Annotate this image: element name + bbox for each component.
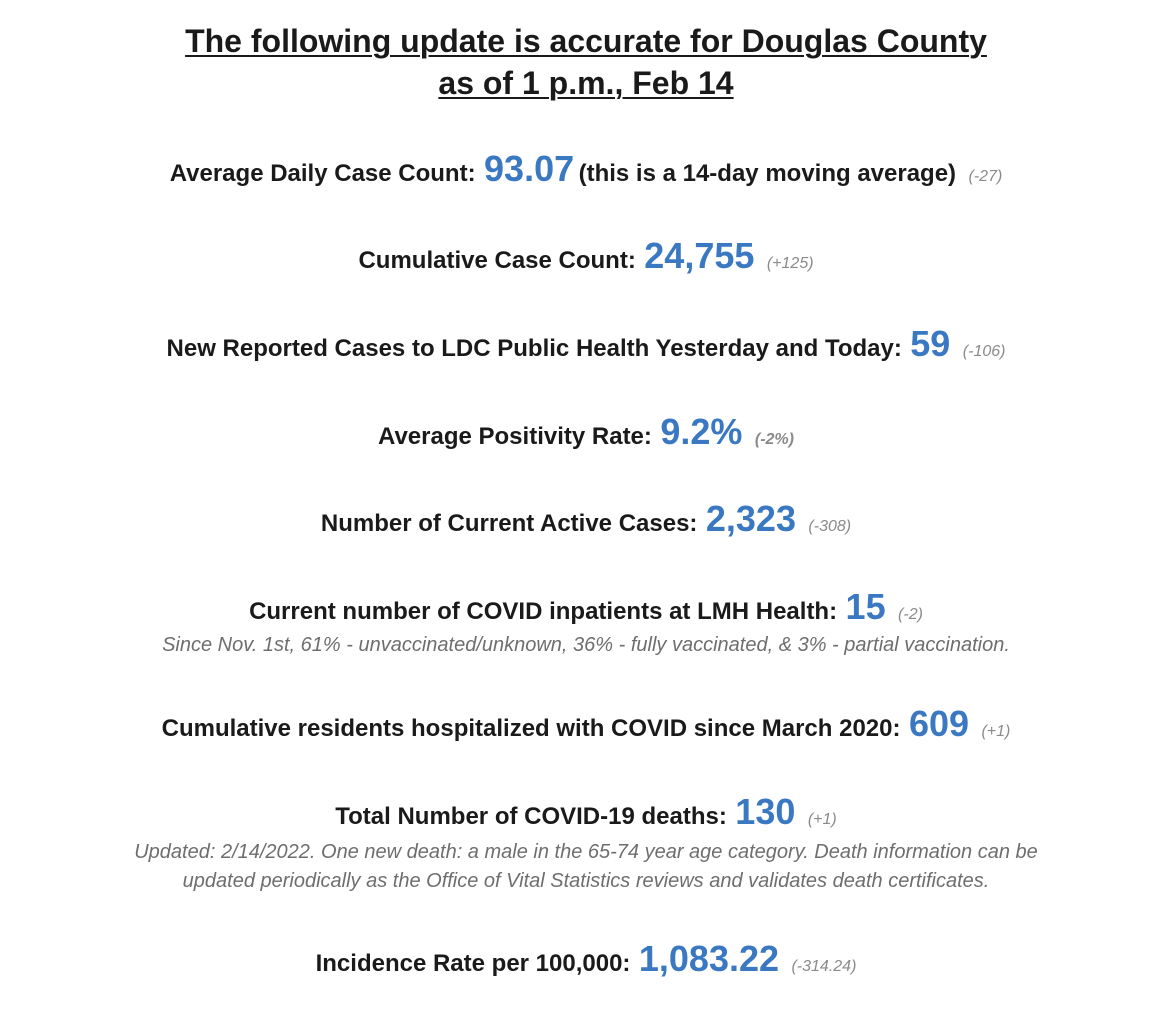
stat-new-reported-cases: New Reported Cases to LDC Public Health … <box>0 323 1172 365</box>
stat-label: Cumulative residents hospitalized with C… <box>161 715 901 742</box>
deaths-note: Updated: 2/14/2022. One new death: a mal… <box>0 838 1172 896</box>
stat-suffix: (this is a 14-day moving average) <box>578 160 957 187</box>
stat-value: 130 <box>735 791 796 832</box>
stat-change: (-2) <box>898 606 923 623</box>
stat-change: (-2%) <box>754 431 794 448</box>
stat-label: Current number of COVID inpatients at LM… <box>249 598 838 625</box>
stat-value: 609 <box>908 703 970 744</box>
stat-change: (+1) <box>981 723 1011 740</box>
stat-average-positivity-rate: Average Positivity Rate: 9.2% (-2%) <box>0 411 1172 453</box>
page-title: The following update is accurate for Dou… <box>0 20 1172 104</box>
stat-change: (-27) <box>968 168 1003 185</box>
stat-value: 1,083.22 <box>638 938 780 979</box>
stat-value: 24,755 <box>644 235 755 276</box>
stat-cumulative-hospitalized: Cumulative residents hospitalized with C… <box>0 703 1172 745</box>
inpatients-note: Since Nov. 1st, 61% - unvaccinated/unkno… <box>162 634 1010 656</box>
stat-change: (+1) <box>807 811 837 828</box>
stat-label: Number of Current Active Cases: <box>320 510 698 537</box>
stat-change: (-106) <box>962 343 1006 360</box>
stat-covid-inpatients: Current number of COVID inpatients at LM… <box>0 586 1172 628</box>
stat-change: (+125) <box>766 255 814 272</box>
stat-change: (-314.24) <box>791 958 857 975</box>
stat-covid-deaths: Total Number of COVID-19 deaths: 130 (+1… <box>0 791 1172 833</box>
stat-value: 15 <box>845 586 886 627</box>
stat-label: Total Number of COVID-19 deaths: <box>335 803 727 830</box>
stat-label: Average Positivity Rate: <box>378 423 652 450</box>
title-line-2: as of 1 p.m., Feb 14 <box>438 65 734 101</box>
stat-label: Incidence Rate per 100,000: <box>315 950 631 977</box>
stat-current-active-cases: Number of Current Active Cases: 2,323 (-… <box>0 498 1172 540</box>
title-line-1: The following update is accurate for Dou… <box>185 23 987 59</box>
stat-incidence-rate: Incidence Rate per 100,000: 1,083.22 (-3… <box>0 938 1172 980</box>
stat-value: 93.07 <box>484 148 575 189</box>
deaths-note-line-1: Updated: 2/14/2022. One new death: a mal… <box>134 841 1038 863</box>
stat-label: New Reported Cases to LDC Public Health … <box>166 335 902 362</box>
deaths-note-line-2: updated periodically as the Office of Vi… <box>182 870 990 892</box>
stat-average-daily-case-count: Average Daily Case Count: 93.07 (this is… <box>0 148 1172 190</box>
stat-change: (-308) <box>808 518 852 535</box>
stat-label: Average Daily Case Count: <box>169 160 476 187</box>
stat-label: Cumulative Case Count: <box>358 247 636 274</box>
stat-value: 59 <box>910 323 951 364</box>
stat-value: 9.2% <box>660 411 743 452</box>
stat-cumulative-case-count: Cumulative Case Count: 24,755 (+125) <box>0 235 1172 277</box>
stat-value: 2,323 <box>705 498 796 539</box>
